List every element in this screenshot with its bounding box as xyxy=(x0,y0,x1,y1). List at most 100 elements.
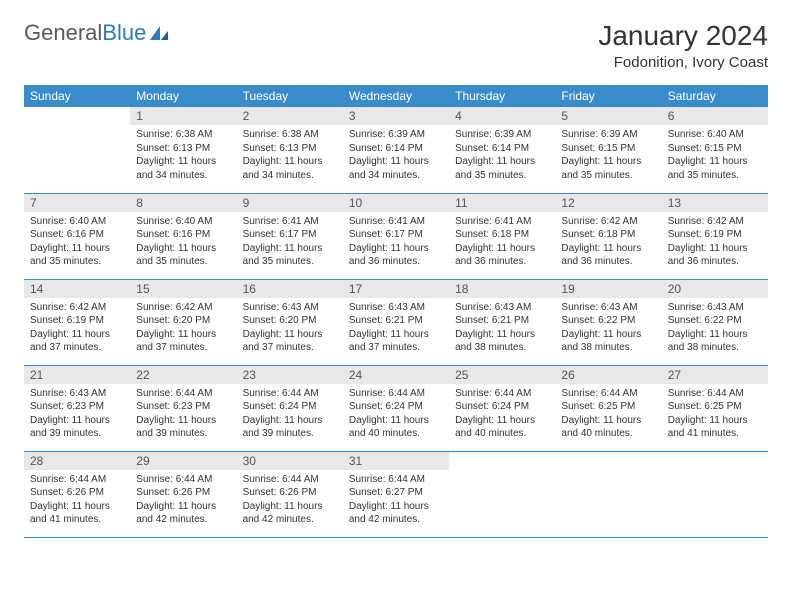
calendar-cell xyxy=(24,107,130,193)
calendar-cell: 19Sunrise: 6:43 AMSunset: 6:22 PMDayligh… xyxy=(555,279,661,365)
daylight-line2: and 41 minutes. xyxy=(668,427,762,441)
daylight-line1: Daylight: 11 hours xyxy=(561,155,655,169)
day-number: 6 xyxy=(662,107,768,125)
day-number: 21 xyxy=(24,366,130,384)
day-details: Sunrise: 6:40 AMSunset: 6:16 PMDaylight:… xyxy=(130,212,236,273)
day-number: 24 xyxy=(343,366,449,384)
day-details: Sunrise: 6:41 AMSunset: 6:17 PMDaylight:… xyxy=(343,212,449,273)
sunrise-text: Sunrise: 6:43 AM xyxy=(30,387,124,401)
daylight-line2: and 35 minutes. xyxy=(561,169,655,183)
day-details: Sunrise: 6:42 AMSunset: 6:18 PMDaylight:… xyxy=(555,212,661,273)
sunrise-text: Sunrise: 6:42 AM xyxy=(30,301,124,315)
logo-text-gray: General xyxy=(24,20,102,46)
daylight-line1: Daylight: 11 hours xyxy=(455,242,549,256)
daylight-line1: Daylight: 11 hours xyxy=(349,242,443,256)
sunset-text: Sunset: 6:22 PM xyxy=(561,314,655,328)
day-details: Sunrise: 6:43 AMSunset: 6:22 PMDaylight:… xyxy=(662,298,768,359)
sunrise-text: Sunrise: 6:43 AM xyxy=(561,301,655,315)
day-details: Sunrise: 6:44 AMSunset: 6:24 PMDaylight:… xyxy=(343,384,449,445)
daylight-line2: and 40 minutes. xyxy=(455,427,549,441)
daylight-line2: and 35 minutes. xyxy=(668,169,762,183)
calendar-cell: 15Sunrise: 6:42 AMSunset: 6:20 PMDayligh… xyxy=(130,279,236,365)
day-number: 13 xyxy=(662,194,768,212)
day-details: Sunrise: 6:38 AMSunset: 6:13 PMDaylight:… xyxy=(130,125,236,186)
sunrise-text: Sunrise: 6:43 AM xyxy=(455,301,549,315)
calendar-cell: 29Sunrise: 6:44 AMSunset: 6:26 PMDayligh… xyxy=(130,451,236,537)
daylight-line2: and 34 minutes. xyxy=(349,169,443,183)
daylight-line1: Daylight: 11 hours xyxy=(349,328,443,342)
logo-sail-icon xyxy=(148,24,170,42)
calendar-row: 1Sunrise: 6:38 AMSunset: 6:13 PMDaylight… xyxy=(24,107,768,193)
daylight-line1: Daylight: 11 hours xyxy=(455,155,549,169)
sunrise-text: Sunrise: 6:44 AM xyxy=(30,473,124,487)
day-details: Sunrise: 6:44 AMSunset: 6:24 PMDaylight:… xyxy=(237,384,343,445)
daylight-line1: Daylight: 11 hours xyxy=(455,414,549,428)
day-details: Sunrise: 6:42 AMSunset: 6:19 PMDaylight:… xyxy=(24,298,130,359)
month-title: January 2024 xyxy=(598,20,768,52)
day-details: Sunrise: 6:44 AMSunset: 6:23 PMDaylight:… xyxy=(130,384,236,445)
calendar-cell: 20Sunrise: 6:43 AMSunset: 6:22 PMDayligh… xyxy=(662,279,768,365)
daylight-line1: Daylight: 11 hours xyxy=(349,500,443,514)
sunrise-text: Sunrise: 6:43 AM xyxy=(668,301,762,315)
sunrise-text: Sunrise: 6:43 AM xyxy=(243,301,337,315)
day-details: Sunrise: 6:42 AMSunset: 6:20 PMDaylight:… xyxy=(130,298,236,359)
sunrise-text: Sunrise: 6:44 AM xyxy=(668,387,762,401)
sunrise-text: Sunrise: 6:43 AM xyxy=(349,301,443,315)
sunset-text: Sunset: 6:14 PM xyxy=(349,142,443,156)
day-number: 20 xyxy=(662,280,768,298)
daylight-line1: Daylight: 11 hours xyxy=(561,414,655,428)
day-details: Sunrise: 6:44 AMSunset: 6:25 PMDaylight:… xyxy=(555,384,661,445)
sunrise-text: Sunrise: 6:44 AM xyxy=(136,387,230,401)
calendar-table: Sunday Monday Tuesday Wednesday Thursday… xyxy=(24,85,768,538)
daylight-line1: Daylight: 11 hours xyxy=(136,328,230,342)
calendar-cell: 12Sunrise: 6:42 AMSunset: 6:18 PMDayligh… xyxy=(555,193,661,279)
weekday-header-row: Sunday Monday Tuesday Wednesday Thursday… xyxy=(24,85,768,107)
day-number: 19 xyxy=(555,280,661,298)
day-details: Sunrise: 6:42 AMSunset: 6:19 PMDaylight:… xyxy=(662,212,768,273)
sunrise-text: Sunrise: 6:39 AM xyxy=(561,128,655,142)
daylight-line2: and 38 minutes. xyxy=(561,341,655,355)
calendar-body: 1Sunrise: 6:38 AMSunset: 6:13 PMDaylight… xyxy=(24,107,768,537)
calendar-cell: 25Sunrise: 6:44 AMSunset: 6:24 PMDayligh… xyxy=(449,365,555,451)
calendar-cell xyxy=(555,451,661,537)
sunset-text: Sunset: 6:13 PM xyxy=(243,142,337,156)
sunset-text: Sunset: 6:20 PM xyxy=(136,314,230,328)
calendar-cell: 26Sunrise: 6:44 AMSunset: 6:25 PMDayligh… xyxy=(555,365,661,451)
sunrise-text: Sunrise: 6:42 AM xyxy=(136,301,230,315)
sunrise-text: Sunrise: 6:40 AM xyxy=(668,128,762,142)
daylight-line2: and 40 minutes. xyxy=(561,427,655,441)
day-number: 22 xyxy=(130,366,236,384)
title-block: January 2024 Fodonition, Ivory Coast xyxy=(598,20,768,71)
sunrise-text: Sunrise: 6:41 AM xyxy=(455,215,549,229)
calendar-cell: 17Sunrise: 6:43 AMSunset: 6:21 PMDayligh… xyxy=(343,279,449,365)
daylight-line2: and 35 minutes. xyxy=(136,255,230,269)
calendar-cell: 27Sunrise: 6:44 AMSunset: 6:25 PMDayligh… xyxy=(662,365,768,451)
daylight-line2: and 36 minutes. xyxy=(455,255,549,269)
day-details: Sunrise: 6:44 AMSunset: 6:26 PMDaylight:… xyxy=(130,470,236,531)
day-number: 14 xyxy=(24,280,130,298)
daylight-line2: and 35 minutes. xyxy=(455,169,549,183)
daylight-line1: Daylight: 11 hours xyxy=(30,328,124,342)
daylight-line2: and 37 minutes. xyxy=(136,341,230,355)
page-header: GeneralBlue January 2024 Fodonition, Ivo… xyxy=(24,20,768,71)
daylight-line1: Daylight: 11 hours xyxy=(243,155,337,169)
day-details: Sunrise: 6:41 AMSunset: 6:18 PMDaylight:… xyxy=(449,212,555,273)
day-number: 29 xyxy=(130,452,236,470)
day-details: Sunrise: 6:38 AMSunset: 6:13 PMDaylight:… xyxy=(237,125,343,186)
daylight-line2: and 42 minutes. xyxy=(349,513,443,527)
sunrise-text: Sunrise: 6:39 AM xyxy=(455,128,549,142)
daylight-line2: and 35 minutes. xyxy=(243,255,337,269)
daylight-line1: Daylight: 11 hours xyxy=(668,328,762,342)
sunrise-text: Sunrise: 6:44 AM xyxy=(349,473,443,487)
calendar-cell: 4Sunrise: 6:39 AMSunset: 6:14 PMDaylight… xyxy=(449,107,555,193)
daylight-line1: Daylight: 11 hours xyxy=(136,414,230,428)
daylight-line2: and 39 minutes. xyxy=(243,427,337,441)
calendar-cell: 5Sunrise: 6:39 AMSunset: 6:15 PMDaylight… xyxy=(555,107,661,193)
calendar-cell xyxy=(449,451,555,537)
sunrise-text: Sunrise: 6:44 AM xyxy=(561,387,655,401)
day-number: 2 xyxy=(237,107,343,125)
calendar-cell: 23Sunrise: 6:44 AMSunset: 6:24 PMDayligh… xyxy=(237,365,343,451)
sunset-text: Sunset: 6:24 PM xyxy=(349,400,443,414)
weekday-header: Wednesday xyxy=(343,85,449,107)
calendar-row: 21Sunrise: 6:43 AMSunset: 6:23 PMDayligh… xyxy=(24,365,768,451)
